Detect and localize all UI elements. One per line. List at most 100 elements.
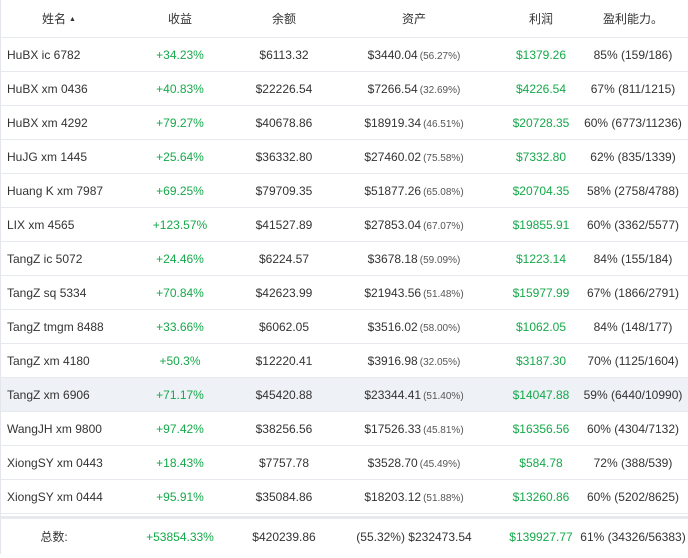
row-rate: 62% (835/1339) [590,149,676,164]
row-balance: $38256.56 [255,421,313,436]
row-profit: +18.43% [156,455,204,470]
column-header-rate[interactable]: 盈利能力。 [602,12,663,26]
table-row[interactable]: HuJG xm 1445 +25.64% $36332.80 $27460.02 (75… [1,140,688,174]
row-name: TangZ sq 5334 [7,285,87,300]
row-pnl: $1062.05 [515,319,567,334]
row-assets: $3678.18 (59.09%) [325,252,503,266]
row-assets-value: $3678.18 [367,251,418,266]
row-name: TangZ ic 5072 [7,251,83,266]
row-assets-percent: (56.27%) [419,50,461,62]
column-header-name[interactable]: 姓名 ▲ [1,10,117,27]
row-assets: $21943.56 (51.48%) [325,286,503,300]
row-pnl: $584.78 [519,455,563,470]
row-profit: +40.83% [156,81,204,96]
row-name: Huang K xm 7987 [7,183,104,198]
row-assets: $3516.02 (58.00%) [325,320,503,334]
row-profit: +71.17% [156,387,204,402]
row-assets-value: $23344.41 [364,387,422,402]
row-name: TangZ xm 6906 [7,387,90,402]
table-row[interactable]: WangJH xm 9800 +97.42% $38256.56 $17526.33(… [1,412,688,446]
row-profit: +95.91% [156,489,204,504]
row-assets-value: $51877.26 [364,183,422,198]
table-row[interactable]: HuBX xm 0436 +40.83% $22226.54 $7266.54 (32.… [1,72,688,106]
row-pnl: $7332.80 [515,149,567,164]
column-header-profit[interactable]: 收益 [167,12,192,26]
row-assets: $3916.98 (32.05%) [325,354,503,368]
row-balance: $41527.89 [255,217,313,232]
table-row[interactable]: TangZ sq 5334 +70.84% $42623.99 $21943.56 (5… [1,276,688,310]
row-assets-value: $18919.34 [364,115,422,130]
column-header-name-label: 姓名 [42,12,67,26]
row-assets-value: $3916.98 [367,353,418,368]
row-assets-value: $18203.12 [364,489,422,504]
row-assets-value: $3516.02 [367,319,418,334]
table-row[interactable]: LIX xm 4565 +123.57% $41527.89 $27853.04 (67… [1,208,688,242]
table-row[interactable]: TangZ ic 5072 +24.46% $6224.57 $3678.18 (59.… [1,242,688,276]
row-name: HuJG xm 1445 [7,149,88,164]
table-row[interactable]: TangZ tmgm 8488 +33.66% $6062.05 $3516.02 (5… [1,310,688,344]
row-pnl: $3187.30 [515,353,567,368]
row-pnl: $14047.88 [512,387,570,402]
row-profit: +97.42% [156,421,204,436]
row-name: HuBX ic 6782 [7,47,81,62]
row-balance: $42623.99 [255,285,313,300]
total-label: 总数: [40,530,68,544]
row-balance: $35084.86 [255,489,313,504]
row-pnl: $20704.35 [512,183,570,198]
row-name: TangZ xm 4180 [7,353,90,368]
row-rate: 60% (4304/7132) [586,421,680,436]
row-rate: 59% (6440/10990) [583,387,683,402]
row-profit: +50.3% [159,353,201,368]
row-name: HuBX xm 4292 [7,115,88,130]
total-rate: 61% (34326/56383) [580,529,686,544]
row-balance: $36332.80 [255,149,313,164]
row-assets-percent: (75.58%) [423,152,464,164]
row-rate: 70% (1125/1604) [587,353,679,368]
row-assets-percent: (58.00%) [419,322,461,334]
row-rate: 67% (811/1215) [590,81,676,96]
column-header-assets[interactable]: 资产 [401,12,426,26]
table-row[interactable]: TangZ xm 4180 +50.3% $12220.41 $3916.98 (32.… [1,344,688,378]
total-pnl: $139927.77 [509,529,573,544]
table-row[interactable]: HuBX xm 4292 +79.27% $40678.86 $18919.34 (46… [1,106,688,140]
row-assets-percent: (45.81%) [423,424,464,436]
column-header-balance[interactable]: 余额 [271,12,296,26]
column-header-pnl[interactable]: 利润 [528,12,553,26]
table-row[interactable]: XiongSY xm 0444 +95.91% $35084.86 $18203.12… [1,480,688,514]
row-assets-percent: (32.69%) [419,84,461,96]
sort-ascending-icon: ▲ [69,16,76,23]
row-name: XiongSY xm 0443 [7,455,103,470]
row-balance: $6224.57 [258,251,310,266]
row-assets: $17526.33 (45.81%) [325,422,503,436]
row-pnl: $4226.54 [515,81,567,96]
row-balance: $45420.88 [255,387,313,402]
row-balance: $6113.32 [259,47,309,62]
row-rate: 60% (6773/11236) [584,115,682,130]
row-name: HuBX xm 0436 [7,81,88,96]
row-balance: $6062.05 [258,319,310,334]
row-profit: +34.23% [156,47,204,62]
row-assets-percent: (51.48%) [423,288,464,300]
table-row[interactable]: TangZ xm 6906 +71.17% $45420.88 $23344.41 (5… [1,378,688,412]
row-assets: $23344.41 (51.40%) [325,388,503,402]
row-balance: $12220.41 [255,353,313,368]
row-pnl: $1379.26 [515,47,567,62]
row-assets-percent: (59.09%) [419,254,461,266]
row-pnl: $13260.86 [512,489,570,504]
row-assets-percent: (32.05%) [419,356,461,368]
row-assets-percent: (46.51%) [423,118,464,130]
row-rate: 58% (2758/4788) [586,183,680,198]
table-body: HuBX ic 6782 +34.23% $6113.32 $3440.04 (56.2… [1,38,688,514]
row-rate: 60% (5202/8625) [586,489,680,504]
table-row[interactable]: XiongSY xm 0443 +18.43% $7757.78 $3528.70 (4… [1,446,688,480]
table-row[interactable]: HuBX ic 6782 +34.23% $6113.32 $3440.04 (56.2… [1,38,688,72]
row-assets-percent: (51.40%) [423,390,464,402]
row-rate: 60% (3362/5577) [586,217,680,232]
row-balance: $79709.35 [255,183,313,198]
row-profit: +24.46% [156,251,204,266]
table-total-row: 总数: +53854.33% $420239.86 (55.32%) $2324… [1,516,688,554]
row-pnl: $20728.35 [512,115,570,130]
table-row[interactable]: Huang K xm 7987 +69.25% $79709.35 $51877.26… [1,174,688,208]
row-pnl: $19855.91 [512,217,570,232]
row-assets: $7266.54 (32.69%) [325,82,503,96]
